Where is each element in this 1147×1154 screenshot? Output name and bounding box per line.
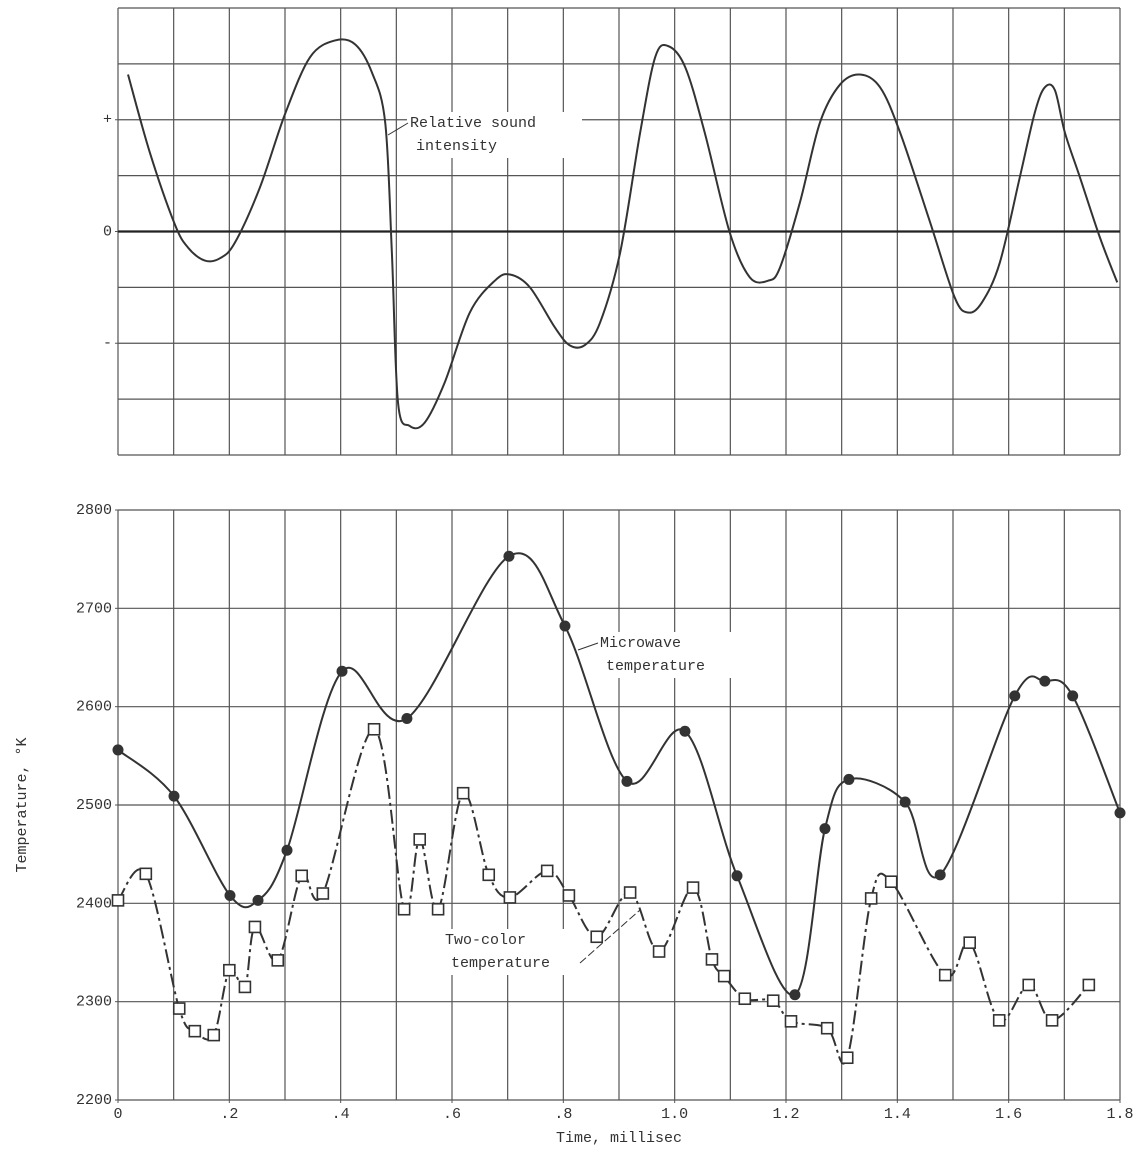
- point: [540, 864, 554, 878]
- series-annotation: intensity: [416, 138, 497, 155]
- label-bg: [442, 929, 582, 975]
- y-tick-label: 2500: [76, 797, 112, 814]
- leader-line: [387, 122, 409, 136]
- point: [717, 969, 731, 983]
- point: [336, 665, 348, 677]
- point: [413, 833, 427, 846]
- point: [1045, 1014, 1059, 1027]
- point: [1039, 675, 1051, 687]
- point: [271, 954, 285, 967]
- y-tick-label: -: [103, 335, 112, 352]
- y-tick-label: +: [103, 112, 112, 129]
- point: [559, 620, 571, 632]
- series-annotation: temperature: [606, 658, 705, 675]
- point: [172, 1002, 186, 1015]
- y-tick-label: 2800: [76, 502, 112, 519]
- leader-line: [577, 642, 599, 651]
- point: [252, 894, 264, 906]
- point: [766, 994, 780, 1007]
- x-tick-label: 1.0: [661, 1106, 688, 1123]
- point: [456, 786, 470, 800]
- y-tick-label: 2700: [76, 600, 112, 617]
- label-bg: [597, 632, 772, 678]
- point: [840, 1051, 854, 1065]
- point: [1082, 978, 1096, 992]
- point: [248, 920, 262, 934]
- y-tick-label: 2200: [76, 1092, 112, 1109]
- series-line: [117, 728, 1090, 1065]
- point: [168, 790, 180, 802]
- series-annotation: temperature: [451, 955, 550, 972]
- x-tick-label: 1.8: [1106, 1106, 1133, 1123]
- x-tick-label: .2: [220, 1106, 238, 1123]
- point: [367, 722, 381, 736]
- point: [938, 968, 952, 982]
- point: [934, 869, 946, 881]
- point: [1067, 690, 1079, 702]
- point: [316, 887, 330, 900]
- series-annotation: Two-color: [445, 932, 526, 949]
- y-tick-label: 2400: [76, 895, 112, 912]
- point: [820, 1021, 834, 1035]
- x-axis-title: Time, millisec: [556, 1130, 682, 1147]
- point: [1022, 978, 1036, 992]
- point: [503, 550, 515, 562]
- series-annotation: Microwave: [600, 635, 681, 652]
- point: [623, 886, 637, 899]
- point: [621, 775, 633, 787]
- x-tick-label: 0: [113, 1106, 122, 1123]
- point: [207, 1028, 221, 1042]
- point: [482, 868, 496, 882]
- point: [431, 902, 445, 916]
- label-bg: [407, 112, 582, 158]
- point: [111, 894, 125, 907]
- point: [224, 889, 236, 901]
- point: [1114, 807, 1126, 819]
- x-tick-label: 1.6: [995, 1106, 1022, 1123]
- point: [686, 881, 700, 894]
- point: [1009, 690, 1021, 702]
- point: [992, 1014, 1006, 1027]
- y-tick-label: 0: [103, 223, 112, 240]
- point: [281, 844, 293, 856]
- y-tick-label: 2300: [76, 994, 112, 1011]
- y-tick-label: 2600: [76, 699, 112, 716]
- point: [397, 902, 411, 916]
- point: [679, 725, 691, 737]
- point: [899, 796, 911, 808]
- point: [843, 773, 855, 785]
- point: [188, 1024, 202, 1038]
- point: [864, 892, 878, 905]
- point: [652, 945, 666, 958]
- point: [112, 744, 124, 756]
- y-axis-title: Temperature, °K: [14, 737, 31, 872]
- x-tick-label: .6: [443, 1106, 461, 1123]
- series-annotation: Relative sound: [410, 115, 536, 132]
- x-tick-label: .4: [332, 1106, 350, 1123]
- point: [819, 823, 831, 835]
- point: [238, 980, 252, 994]
- x-tick-label: 1.2: [772, 1106, 799, 1123]
- point: [784, 1015, 798, 1028]
- point: [590, 930, 604, 944]
- point: [789, 989, 801, 1001]
- x-tick-label: .8: [554, 1106, 572, 1123]
- point: [562, 889, 576, 902]
- point: [705, 953, 719, 966]
- point: [963, 936, 977, 949]
- point: [731, 870, 743, 882]
- point: [401, 712, 413, 724]
- point: [139, 867, 153, 881]
- point: [884, 875, 898, 889]
- series-line: [127, 38, 1119, 430]
- point: [503, 891, 517, 904]
- point: [738, 992, 752, 1006]
- x-tick-label: 1.4: [884, 1106, 911, 1123]
- point: [223, 963, 236, 977]
- leader-line: [579, 909, 641, 964]
- point: [295, 869, 309, 883]
